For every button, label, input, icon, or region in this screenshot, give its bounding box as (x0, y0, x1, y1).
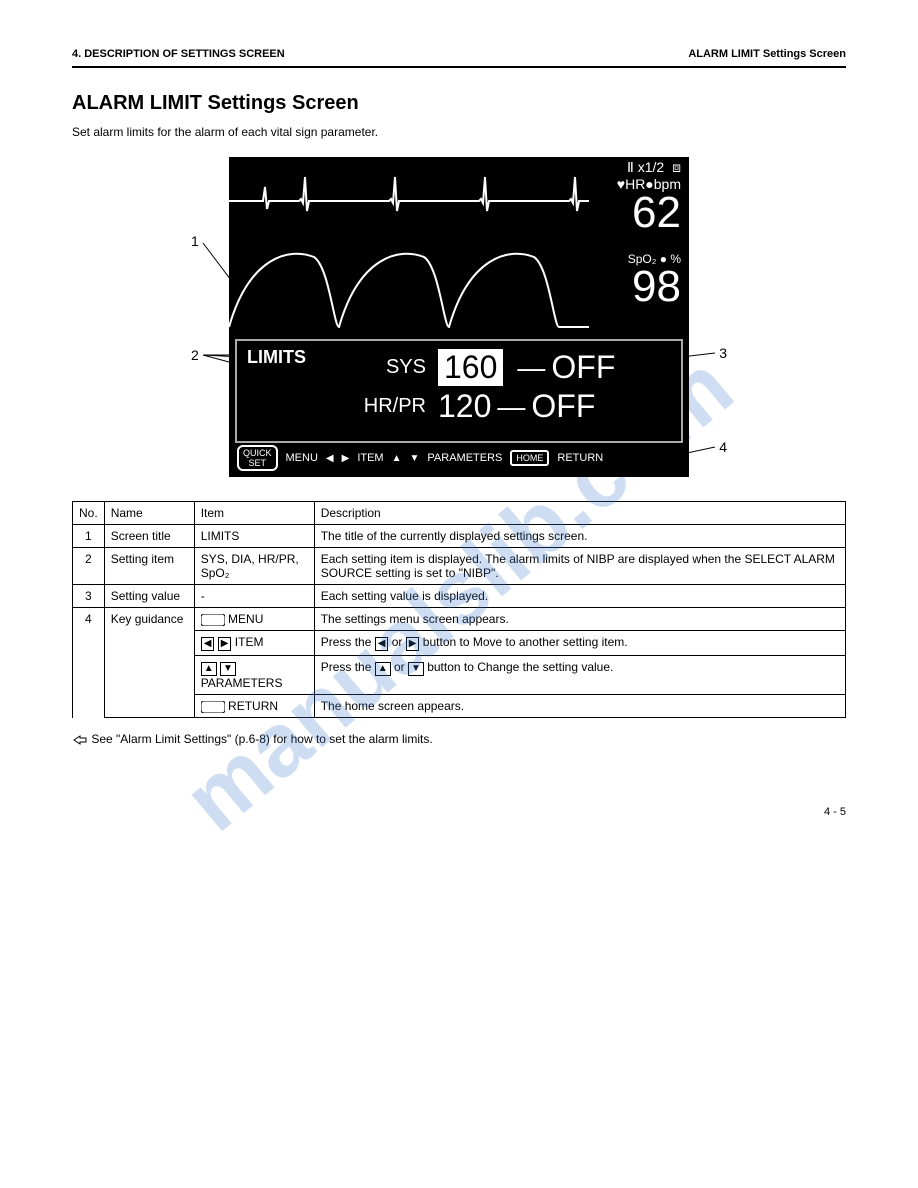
setting-label-hrpr: HR/PR (306, 395, 426, 418)
th-name: Name (104, 502, 194, 525)
cell-name: Key guidance (104, 608, 194, 718)
header-rule (72, 66, 846, 68)
cell-no: 3 (73, 585, 105, 608)
cell-no: 4 (73, 608, 105, 718)
hr-value: 62 (617, 192, 681, 234)
callout-4: 4 (719, 439, 727, 455)
page-header: 4. DESCRIPTION OF SETTINGS SCREEN ALARM … (72, 48, 846, 60)
table-header-row: No. Name Item Description (73, 502, 846, 525)
return-button[interactable]: RETURN (557, 452, 603, 464)
hr-block: Ⅱ x1/2 ⧈ ♥HR●bpm 62 (617, 159, 681, 234)
dash-icon: — (517, 352, 545, 384)
settings-panel: LIMITS SYS 160 — OFF HR/PR 120 — OFF (235, 339, 683, 443)
footnote: See "Alarm Limit Settings" (p.6-8) for h… (72, 732, 846, 746)
down-arrow-icon[interactable] (410, 452, 420, 464)
setting-label-sys: SYS (306, 356, 426, 379)
right-arrow-icon[interactable] (342, 452, 350, 464)
cell-desc: The settings menu screen appears. (314, 608, 845, 631)
cell-no: 2 (73, 548, 105, 585)
table-row: 1 Screen title LIMITS The title of the c… (73, 525, 846, 548)
cell-desc: Each setting value is displayed. (314, 585, 845, 608)
item-button[interactable]: ITEM (357, 452, 383, 464)
cell-desc: The home screen appears. (314, 695, 845, 718)
cell-name: Setting value (104, 585, 194, 608)
callout-2: 2 (191, 347, 199, 363)
setting-lower-hrpr[interactable]: OFF (531, 388, 595, 425)
cell-item: ◀ ▶ ITEM (194, 631, 314, 656)
cell-desc: Press the ▲ or ▼ button to Change the se… (314, 656, 845, 695)
cell-desc: The title of the currently displayed set… (314, 525, 845, 548)
left-arrow-icon: ◀ (201, 637, 215, 651)
quickset-button[interactable]: QUICK SET (237, 445, 278, 471)
cell-item: - (194, 585, 314, 608)
header-left: 4. DESCRIPTION OF SETTINGS SCREEN (72, 48, 285, 60)
setting-upper-sys[interactable]: 160 (438, 349, 503, 386)
th-item: Item (194, 502, 314, 525)
waveform-area: Ⅱ x1/2 ⧈ ♥HR●bpm 62 SpO₂ ● % 98 (229, 157, 689, 337)
lead-label: Ⅱ x1/2 (627, 159, 664, 175)
setting-row-sys: SYS 160 — OFF (306, 349, 671, 386)
home-button[interactable]: HOME (510, 450, 549, 466)
cell-item: RETURN (194, 695, 314, 718)
spo2-unit-label: SpO₂ ● % (628, 252, 681, 266)
cell-name: Setting item (104, 548, 194, 585)
cell-no: 1 (73, 525, 105, 548)
table-row: 2 Setting item SYS, DIA, HR/PR, SpO₂ Eac… (73, 548, 846, 585)
mute-icon: ⧈ (672, 159, 681, 175)
table-row: 3 Setting value - Each setting value is … (73, 585, 846, 608)
page-number: 4 - 5 (72, 806, 846, 818)
setting-upper-hrpr[interactable]: 120 (438, 388, 491, 425)
page-title: ALARM LIMIT Settings Screen (72, 92, 846, 115)
monitor-screen: Ⅱ x1/2 ⧈ ♥HR●bpm 62 SpO₂ ● % 98 LIMITS S… (229, 157, 689, 477)
spo2-block: SpO₂ ● % 98 (628, 252, 681, 310)
th-desc: Description (314, 502, 845, 525)
up-arrow-icon[interactable] (392, 452, 402, 464)
figure-wrap: 1 2 3 4 Ⅱ x1/2 ⧈ ♥HR●bpm (189, 157, 729, 477)
menu-button[interactable]: MENU (286, 452, 318, 464)
setting-lower-sys[interactable]: OFF (551, 349, 615, 386)
cell-desc: Press the ◀ or ▶ button to Move to anoth… (314, 631, 845, 656)
th-no: No. (73, 502, 105, 525)
ecg-waveform (229, 157, 589, 337)
setting-row-hrpr: HR/PR 120 — OFF (306, 388, 671, 425)
right-arrow-icon: ▶ (218, 637, 232, 651)
nav-bar: QUICK SET MENU ITEM PARAMETERS HOME RETU… (237, 445, 681, 471)
parameters-button[interactable]: PARAMETERS (427, 452, 502, 464)
spo2-value: 98 (628, 266, 681, 310)
callout-3: 3 (719, 345, 727, 361)
down-arrow-icon: ▼ (220, 662, 236, 676)
cell-item: LIMITS (194, 525, 314, 548)
table-row: 4 Key guidance MENU The settings menu sc… (73, 608, 846, 631)
callout-1: 1 (191, 233, 199, 249)
up-arrow-icon: ▲ (201, 662, 217, 676)
description-table: No. Name Item Description 1 Screen title… (72, 501, 846, 718)
hand-icon (72, 734, 88, 746)
intro-text: Set alarm limits for the alarm of each v… (72, 125, 846, 139)
panel-title: LIMITS (247, 347, 306, 368)
cell-desc: Each setting item is displayed. The alar… (314, 548, 845, 585)
header-right: ALARM LIMIT Settings Screen (688, 48, 846, 60)
cell-name: Screen title (104, 525, 194, 548)
left-arrow-icon[interactable] (326, 452, 334, 464)
cell-item: ▲ ▼ PARAMETERS (194, 656, 314, 695)
cell-item: SYS, DIA, HR/PR, SpO₂ (194, 548, 314, 585)
dash-icon: — (497, 391, 525, 423)
cell-item: MENU (194, 608, 314, 631)
